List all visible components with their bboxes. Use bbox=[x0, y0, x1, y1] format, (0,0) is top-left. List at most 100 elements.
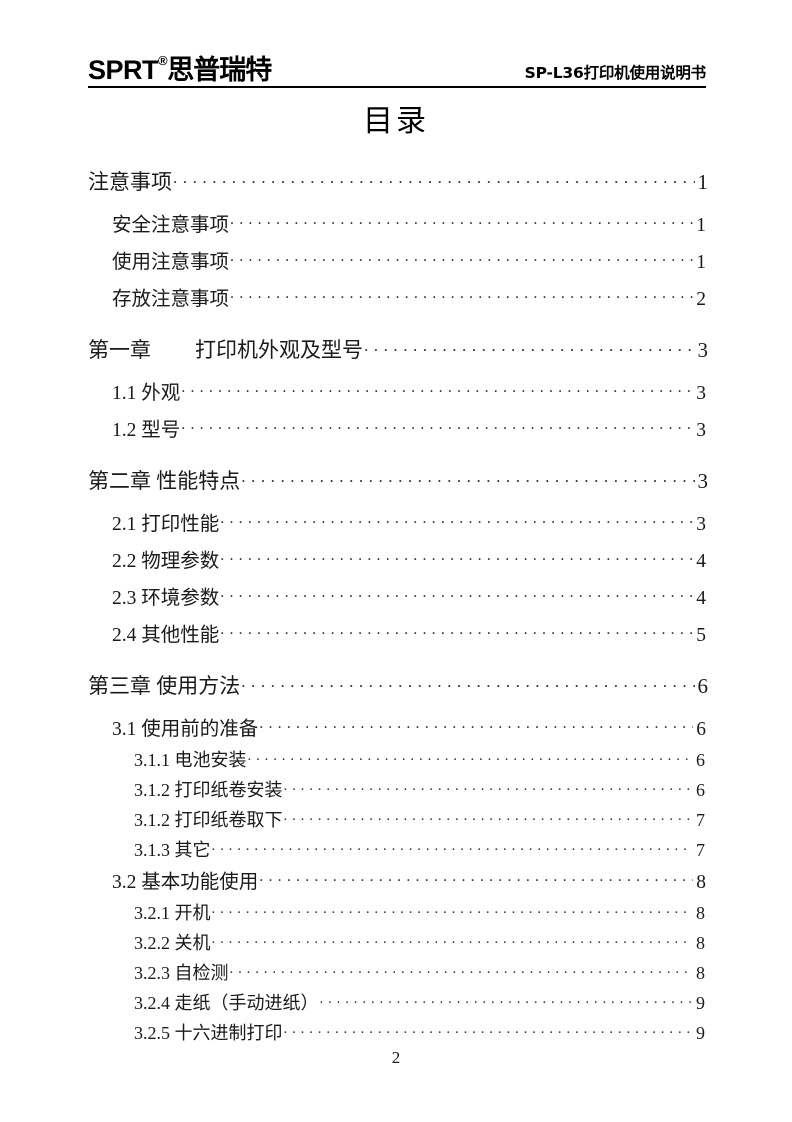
toc-entry-chapter-prefix: 第一章 bbox=[88, 338, 151, 362]
toc-entry-3-2-2[interactable]: 3.2.2 关机 8 bbox=[134, 931, 708, 952]
toc-entry-page: 7 bbox=[696, 810, 705, 830]
dot-leader bbox=[220, 584, 693, 604]
toc-entry-safety-notes[interactable]: 安全注意事项 1 bbox=[112, 211, 708, 235]
dot-leader bbox=[212, 901, 693, 919]
toc-entry-chapter-2[interactable]: 第二章 性能特点 3 bbox=[88, 467, 708, 492]
brand-logo: SPRT ® 思普瑞特 bbox=[88, 53, 272, 85]
toc-entry-label: 第三章 使用方法 bbox=[88, 674, 241, 698]
toc-entry-label: 3.1.1 电池安装 bbox=[134, 750, 247, 770]
toc-entry-page: 3 bbox=[696, 419, 706, 441]
dot-leader bbox=[230, 211, 693, 231]
toc-entry-storage-notes[interactable]: 存放注意事项 2 bbox=[112, 285, 708, 309]
toc-entry-label: 2.3 环境参数 bbox=[112, 587, 220, 609]
toc-entry-page: 8 bbox=[696, 933, 705, 953]
toc-entry-page: 7 bbox=[696, 840, 705, 860]
toc-entry-chapter-3[interactable]: 第三章 使用方法 6 bbox=[88, 672, 708, 697]
page-title: 目录 bbox=[363, 105, 429, 138]
toc-entry-2-1[interactable]: 2.1 打印性能 3 bbox=[112, 510, 708, 534]
toc-entry-1-2[interactable]: 1.2 型号 3 bbox=[112, 416, 708, 440]
toc-entry-page: 4 bbox=[696, 587, 706, 609]
toc-entry-label: 3.2.2 关机 bbox=[134, 933, 211, 953]
toc-entry-page: 6 bbox=[697, 674, 709, 698]
toc-entry-3-1-2-remove[interactable]: 3.1.2 打印纸卷取下 7 bbox=[134, 808, 708, 829]
dot-leader bbox=[259, 715, 693, 735]
toc-entry-label: 第二章 性能特点 bbox=[88, 469, 241, 493]
toc-entry-label: 3.1.2 打印纸卷安装 bbox=[134, 780, 283, 800]
toc-entry-1-1[interactable]: 1.1 外观 3 bbox=[112, 379, 708, 403]
toc-entry-label: 1.1 外观 bbox=[112, 382, 181, 404]
toc-entry-chapter-1[interactable]: 第一章 打印机外观及型号 3 bbox=[88, 336, 708, 361]
toc-entry-label: 3.2.5 十六进制打印 bbox=[134, 1023, 283, 1043]
toc-entry-2-4[interactable]: 2.4 其他性能 5 bbox=[112, 621, 708, 645]
dot-leader bbox=[259, 868, 693, 888]
dot-leader bbox=[173, 168, 695, 189]
toc-entry-label: 2.1 打印性能 bbox=[112, 513, 220, 535]
toc-entry-page: 1 bbox=[696, 251, 706, 273]
toc-entry-3-1-2-install[interactable]: 3.1.2 打印纸卷安装 6 bbox=[134, 778, 708, 799]
toc-entry-3-2-4[interactable]: 3.2.4 走纸（手动进纸） 9 bbox=[134, 991, 708, 1012]
toc-entry-3-2-3[interactable]: 3.2.3 自检测 8 bbox=[134, 961, 708, 982]
toc-entry-usage-notes[interactable]: 使用注意事项 1 bbox=[112, 248, 708, 272]
toc-entry-3-1-3[interactable]: 3.1.3 其它 7 bbox=[134, 838, 708, 859]
dot-leader bbox=[230, 285, 693, 305]
toc-entry-label: 2.4 其他性能 bbox=[112, 624, 220, 646]
dot-leader bbox=[212, 838, 693, 856]
header-document-title: SP-L36打印机使用说明书 bbox=[524, 63, 707, 82]
page-footer: 2 bbox=[0, 1048, 792, 1068]
toc-entry-page: 6 bbox=[696, 750, 705, 770]
toc-entry-label: 3.1.2 打印纸卷取下 bbox=[134, 810, 283, 830]
dot-leader bbox=[220, 621, 693, 641]
dot-leader bbox=[248, 748, 693, 766]
toc-entry-2-2[interactable]: 2.2 物理参数 4 bbox=[112, 547, 708, 571]
toc-entry-2-3[interactable]: 2.3 环境参数 4 bbox=[112, 584, 708, 608]
toc-entry-3-1-1[interactable]: 3.1.1 电池安装 6 bbox=[134, 748, 708, 769]
toc-entry-page: 6 bbox=[696, 718, 706, 740]
toc-entry-notes[interactable]: 注意事项 1 bbox=[88, 168, 708, 193]
toc-entry-page: 9 bbox=[696, 1023, 705, 1043]
dot-leader bbox=[212, 931, 693, 949]
toc-entry-page: 2 bbox=[696, 288, 706, 310]
dot-leader bbox=[181, 416, 693, 436]
toc-entry-page: 3 bbox=[697, 469, 709, 493]
toc-entry-page: 1 bbox=[696, 214, 706, 236]
dot-leader bbox=[181, 379, 693, 399]
dot-leader bbox=[220, 510, 693, 530]
dot-leader bbox=[320, 991, 693, 1009]
toc-entry-label: 使用注意事项 bbox=[112, 251, 230, 273]
toc-entry-label: 2.2 物理参数 bbox=[112, 550, 220, 572]
toc-entry-label: 安全注意事项 bbox=[112, 214, 230, 236]
toc-entry-page: 8 bbox=[696, 963, 705, 983]
dot-leader bbox=[241, 467, 695, 488]
toc-entry-label: 3.2.3 自检测 bbox=[134, 963, 229, 983]
toc-entry-3-2-5[interactable]: 3.2.5 十六进制打印 9 bbox=[134, 1021, 708, 1042]
footer-page-number: 2 bbox=[391, 1048, 401, 1067]
dot-leader bbox=[284, 778, 693, 796]
toc-entry-page: 9 bbox=[696, 993, 705, 1013]
toc-entry-3-1[interactable]: 3.1 使用前的准备 6 bbox=[112, 715, 708, 739]
dot-leader bbox=[241, 672, 695, 693]
dot-leader bbox=[230, 248, 693, 268]
dot-leader bbox=[364, 336, 695, 357]
toc-entry-page: 5 bbox=[696, 624, 706, 646]
registered-trademark-icon: ® bbox=[158, 53, 168, 68]
toc-entry-label: 3.2 基本功能使用 bbox=[112, 871, 259, 893]
brand-latin-text: SPRT bbox=[88, 55, 159, 85]
toc-entry-3-2-1[interactable]: 3.2.1 开机 8 bbox=[134, 901, 708, 922]
dot-leader bbox=[284, 1021, 693, 1039]
toc-entry-label: 3.1.3 其它 bbox=[134, 840, 211, 860]
toc-entry-page: 6 bbox=[696, 780, 705, 800]
toc-entry-page: 8 bbox=[696, 903, 705, 923]
dot-leader bbox=[220, 547, 693, 567]
toc-entry-label: 3.2.4 走纸（手动进纸） bbox=[134, 993, 319, 1013]
toc-entry-label: 3.2.1 开机 bbox=[134, 903, 211, 923]
toc-entry-page: 3 bbox=[696, 382, 706, 404]
toc-entry-page: 3 bbox=[697, 338, 709, 362]
toc-entry-3-2[interactable]: 3.2 基本功能使用 8 bbox=[112, 868, 708, 892]
toc-entry-page: 1 bbox=[697, 170, 709, 194]
table-of-contents: 注意事项 1 安全注意事项 1 使用注意事项 1 存放注意事项 2 第一章 打印… bbox=[88, 168, 708, 1042]
toc-entry-page: 8 bbox=[696, 871, 706, 893]
toc-entry-label: 存放注意事项 bbox=[112, 288, 230, 310]
toc-entry-label: 1.2 型号 bbox=[112, 419, 181, 441]
toc-entry-page: 4 bbox=[696, 550, 706, 572]
